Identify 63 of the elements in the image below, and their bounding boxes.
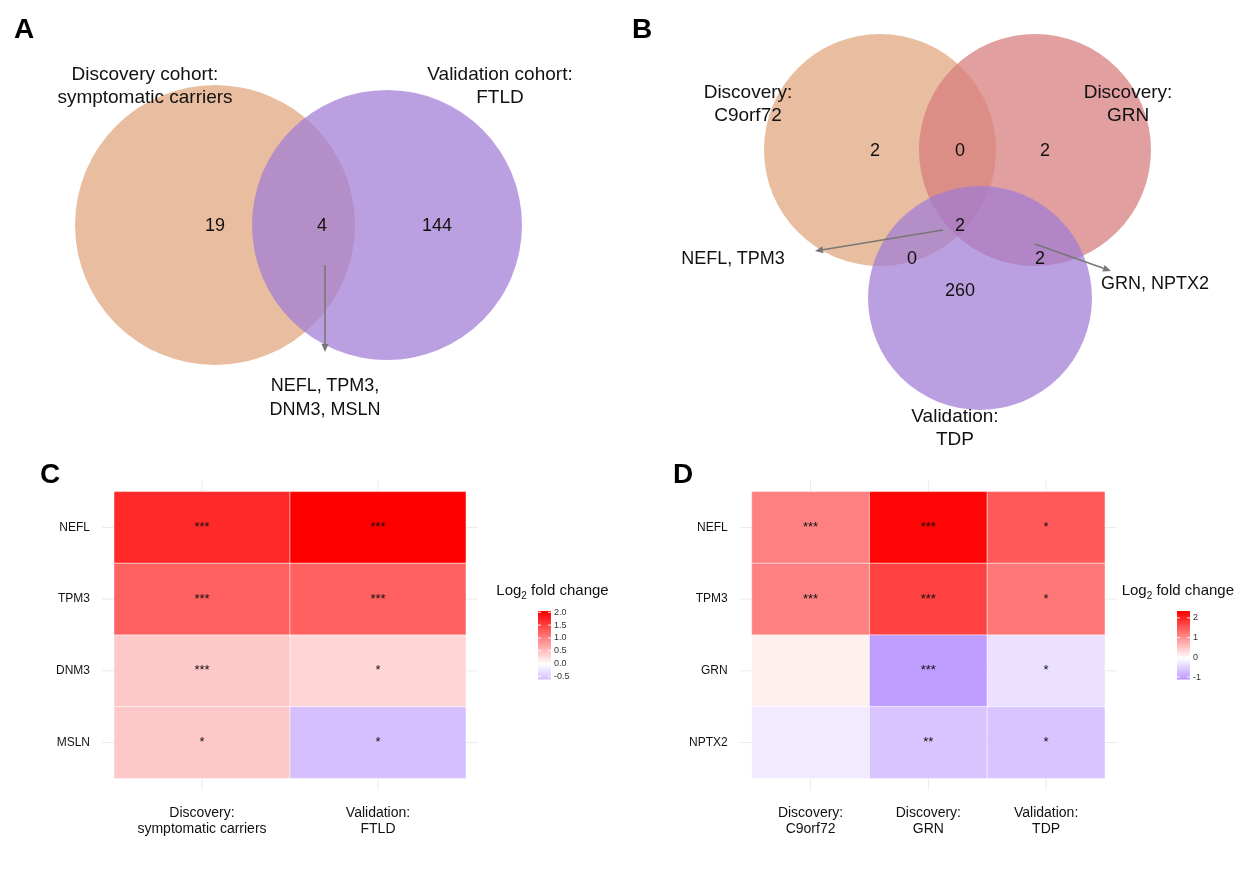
color-bar-label: -1: [1193, 671, 1202, 682]
category-label: Validation: TDP: [911, 405, 999, 449]
data-label: *: [1043, 519, 1049, 535]
data-label: ***: [802, 519, 819, 535]
data-label: ***: [194, 519, 210, 535]
data-label: *: [375, 734, 381, 750]
data-label: ***: [194, 590, 210, 606]
y-tick-label: GRN: [701, 663, 728, 678]
category-label: Discovery: C9orf72: [703, 81, 793, 125]
y-tick-label: MSLN: [56, 734, 90, 749]
text: 4: [316, 215, 328, 235]
data-label: ***: [920, 590, 936, 606]
data-label: ***: [370, 519, 386, 535]
data-label: ***: [802, 590, 819, 606]
y-tick-label: NPTX2: [688, 734, 728, 749]
color-bar-label: 2: [1193, 612, 1199, 623]
x-tick-label: Discovery: GRN: [895, 803, 962, 837]
category-label: Validation cohort: FTLD: [427, 63, 573, 107]
text: 2: [869, 140, 881, 160]
data-label: *: [1043, 590, 1049, 606]
data-label: *: [375, 662, 381, 678]
y-tick-label: DNM3: [55, 663, 91, 678]
x-tick-label: Discovery: C9orf72: [777, 803, 844, 837]
color-bar-label: 2.0: [554, 606, 567, 617]
text: 0: [906, 248, 918, 268]
x-tick-label: Validation: FTLD: [345, 803, 411, 837]
text: 144: [421, 215, 453, 235]
color-bar-label: 1: [1193, 632, 1199, 643]
y-tick-label: NEFL: [59, 519, 91, 534]
text: NEFL, TPM3: [681, 248, 785, 268]
text: 2: [954, 215, 966, 235]
color-bar-label: 1.0: [554, 632, 567, 643]
text: A: [14, 13, 35, 44]
x-tick-label: Discovery: symptomatic carriers: [137, 803, 267, 837]
y-tick-label: TPM3: [57, 591, 91, 606]
data-label: *: [199, 734, 205, 750]
data-label: *: [1043, 734, 1049, 750]
data-label: ***: [920, 662, 936, 678]
x-tick-label: Validation: TDP: [1013, 803, 1079, 837]
data-label: *: [1043, 662, 1049, 678]
color-bar-label: 0.0: [554, 658, 567, 669]
data-label: ***: [920, 519, 936, 535]
text: 19: [204, 215, 226, 235]
color-bar-label: 0.5: [554, 645, 567, 656]
text: NEFL, TPM3, DNM3, MSLN: [269, 375, 381, 419]
text: 2: [1034, 248, 1046, 268]
text: B: [632, 13, 653, 44]
text: 0: [954, 140, 966, 160]
color-bar-label: -0.5: [554, 670, 570, 681]
text: GRN, NPTX2: [1100, 273, 1210, 293]
category-label: Discovery cohort: symptomatic carriers: [57, 63, 233, 107]
data-label: **: [923, 734, 934, 750]
category-label: Discovery: GRN: [1083, 81, 1173, 125]
chart-title: C: [40, 457, 61, 489]
color-bar-label: 0: [1193, 651, 1199, 662]
color-bar-label: 1.5: [554, 619, 567, 630]
data-label: ***: [194, 662, 210, 678]
y-tick-label: TPM3: [695, 591, 728, 606]
text: 260: [944, 280, 976, 300]
chart-title: D: [673, 457, 694, 489]
text: 2: [1039, 140, 1051, 160]
data-label: ***: [370, 590, 386, 606]
y-tick-label: NEFL: [696, 519, 728, 534]
